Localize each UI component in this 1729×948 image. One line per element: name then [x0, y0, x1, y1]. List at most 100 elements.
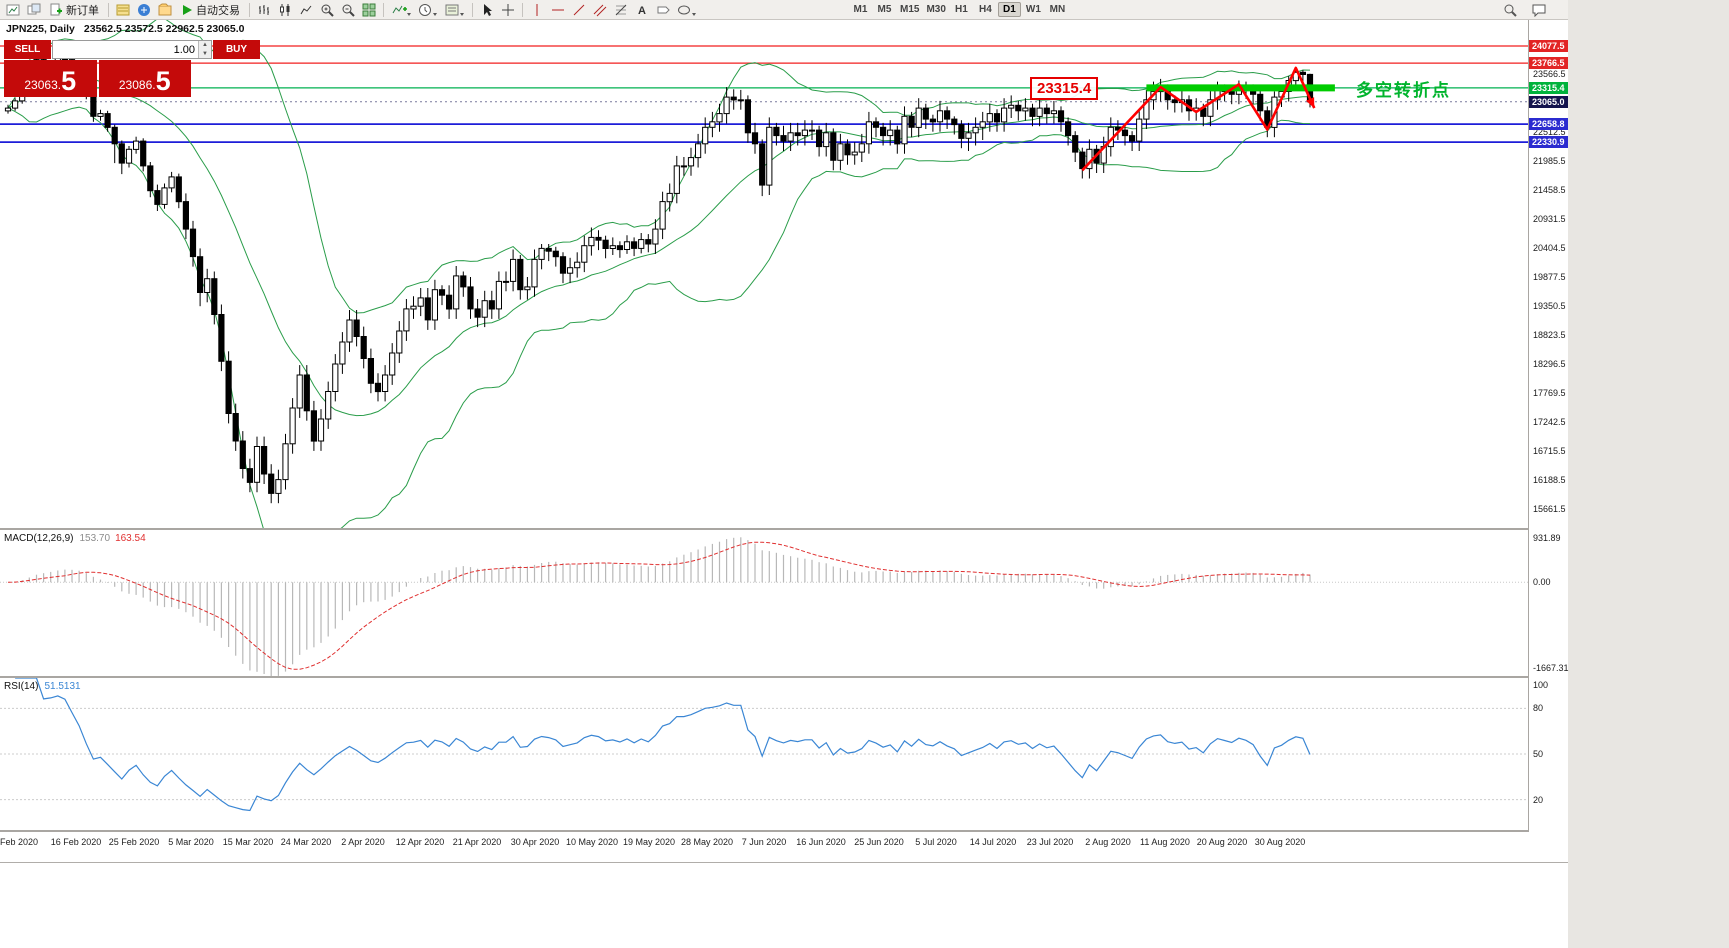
zoom-in-icon[interactable] [317, 1, 337, 19]
line-chart-icon[interactable] [296, 1, 316, 19]
date-label: 30 Apr 2020 [510, 837, 560, 847]
buy-price-display[interactable]: 23086. 5 [98, 60, 191, 97]
bollinger-bands [7, 20, 1311, 528]
rsi-scale-label: 100 [1533, 680, 1549, 690]
toolbar-right-group [1500, 1, 1549, 19]
market-watch-icon[interactable] [113, 1, 133, 19]
main-toolbar: 新订单 自动交易 [0, 0, 1568, 20]
sell-price-display[interactable]: 23063. 5 [4, 60, 97, 97]
chart-area: 23566.5 22512.5 21985.5 21458.5 20931.5 20404… [0, 20, 1569, 862]
date-label: 20 Aug 2020 [1196, 837, 1248, 847]
cursor-icon[interactable] [477, 1, 497, 19]
search-icon[interactable] [1500, 1, 1520, 19]
price-marker: 23315.4 [1529, 82, 1568, 94]
volume-box: ▲ ▼ [52, 40, 212, 59]
macd-signal-line [7, 541, 1311, 670]
sell-button[interactable]: SELL [4, 40, 51, 59]
new-order-button[interactable]: 新订单 [45, 1, 104, 19]
shapes-icon[interactable] [674, 1, 700, 19]
new-order-icon [50, 3, 62, 16]
date-label: 14 Jul 2020 [969, 837, 1017, 847]
bar-chart-icon[interactable] [254, 1, 274, 19]
templates-icon[interactable] [442, 1, 468, 19]
timeframe-d1-button[interactable]: D1 [997, 2, 1021, 17]
timeframe-m1-button[interactable]: M1 [853, 4, 868, 15]
date-label: 2 Aug 2020 [1085, 837, 1131, 847]
volume-down-button[interactable]: ▼ [199, 49, 211, 58]
volume-spinner: ▲ ▼ [198, 41, 211, 58]
candles-layer [4, 55, 1314, 504]
date-label: 25 Feb 2020 [108, 837, 160, 847]
date-label: 21 Apr 2020 [452, 837, 502, 847]
price-tick: 17242.5 [1533, 417, 1566, 427]
text-icon[interactable]: A [632, 1, 652, 19]
svg-text:A: A [638, 5, 646, 17]
one-click-trading-widget: SELL ▲ ▼ BUY 23063.5 23086 [4, 40, 260, 97]
price-tick: 18823.5 [1533, 330, 1566, 340]
periods-icon[interactable] [415, 1, 441, 19]
price-tick: 19877.5 [1533, 272, 1566, 282]
chart-profiles-icon[interactable] [24, 1, 44, 19]
price-tick: 15661.5 [1533, 504, 1566, 514]
pane-separator[interactable] [0, 528, 1568, 530]
date-label: 16 Jun 2020 [796, 837, 846, 847]
zoom-out-icon[interactable] [338, 1, 358, 19]
price-tick: 16715.5 [1533, 446, 1566, 456]
rsi-line [15, 678, 1311, 812]
price-annotation-label[interactable]: 23315.4 [1030, 77, 1099, 100]
date-label: 5 Mar 2020 [168, 837, 214, 847]
mt4-window: 新订单 自动交易 [0, 0, 1569, 862]
chat-icon[interactable] [1529, 1, 1549, 19]
fibonacci-icon[interactable] [611, 1, 631, 19]
timeframe-m30-button[interactable]: M30 [926, 4, 946, 15]
price-tick: 20404.5 [1533, 243, 1566, 253]
new-chart-icon[interactable] [3, 1, 23, 19]
tile-windows-icon[interactable] [359, 1, 379, 19]
zigzag-arrowhead [1306, 97, 1315, 109]
timeframe-mn-button[interactable]: MN [1049, 4, 1066, 15]
candlestick-chart-icon[interactable] [275, 1, 295, 19]
price-tick: 17769.5 [1533, 388, 1566, 398]
price-marker: 24077.5 [1529, 40, 1568, 52]
vertical-line-icon[interactable] [527, 1, 547, 19]
toolbar-separator [108, 2, 109, 17]
macd-pane[interactable] [0, 530, 1528, 676]
timeframe-h4-button[interactable]: H4 [979, 4, 992, 15]
buy-button[interactable]: BUY [213, 40, 260, 59]
toolbar-separator [383, 2, 384, 17]
timeframe-m5-button[interactable]: M5 [877, 4, 892, 15]
price-marker: 22330.9 [1529, 136, 1568, 148]
trendline-icon[interactable] [569, 1, 589, 19]
axis-separator [0, 830, 1568, 832]
horizontal-line-icon[interactable] [548, 1, 568, 19]
crosshair-icon[interactable] [498, 1, 518, 19]
rsi-label: RSI(14) 51.5131 [4, 681, 81, 692]
channel-icon[interactable] [590, 1, 610, 19]
volume-input[interactable] [53, 41, 198, 58]
price-scale[interactable]: 23566.5 22512.5 21985.5 21458.5 20931.5 20404… [1528, 20, 1569, 832]
time-axis[interactable]: Feb 2020 16 Feb 2020 25 Feb 2020 5 Mar 2020… [0, 832, 1528, 862]
symbol-period: JPN225, Daily [6, 23, 75, 35]
main-chart[interactable] [0, 20, 1528, 528]
timeframe-w1-button[interactable]: W1 [1025, 4, 1041, 15]
price-marker: 23766.5 [1529, 57, 1568, 69]
timeframe-m15-button[interactable]: M15 [900, 4, 920, 15]
date-label: 7 Jun 2020 [741, 837, 787, 847]
toolbar-separator [522, 2, 523, 17]
auto-trading-button[interactable]: 自动交易 [176, 1, 245, 19]
timeframe-h1-button[interactable]: H1 [955, 4, 968, 15]
rsi-pane[interactable] [0, 678, 1528, 830]
date-label: 28 May 2020 [680, 837, 734, 847]
price-tick: 20931.5 [1533, 214, 1566, 224]
volume-up-button[interactable]: ▲ [199, 41, 211, 50]
data-window-icon[interactable] [134, 1, 154, 19]
date-label: 19 May 2020 [622, 837, 676, 847]
turning-point-note[interactable]: 多空转折点 [1356, 81, 1451, 100]
label-icon[interactable] [653, 1, 673, 19]
indicators-icon[interactable] [388, 1, 414, 19]
pane-separator[interactable] [0, 676, 1568, 678]
macd-scale-min: -1667.31 [1533, 663, 1569, 673]
navigator-icon[interactable] [155, 1, 175, 19]
rsi-scale-label: 50 [1533, 749, 1544, 759]
